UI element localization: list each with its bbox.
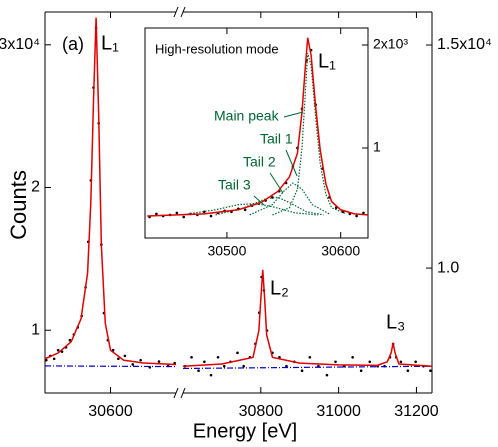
data-point — [236, 351, 239, 355]
data-point — [355, 214, 358, 218]
plot-area: 30600 1 2 3x10⁴ — [0, 11, 177, 420]
fit-line — [44, 17, 177, 366]
y-axis-label: Counts — [6, 170, 31, 240]
axis-break — [173, 6, 186, 399]
data-point — [68, 338, 72, 342]
data-point — [285, 364, 288, 368]
data-point — [52, 357, 56, 361]
data-point — [209, 373, 213, 377]
data-point — [399, 360, 403, 364]
pointer — [253, 195, 265, 206]
data-point — [351, 356, 354, 359]
pointers — [253, 111, 304, 206]
data-point — [155, 212, 158, 216]
break-mark — [173, 6, 179, 18]
data-point — [359, 369, 363, 372]
x-tick-label: 30500 — [207, 243, 246, 259]
data-point — [175, 211, 179, 215]
data-point — [209, 214, 213, 218]
pointer — [269, 172, 284, 194]
data-point — [216, 356, 220, 359]
peak-label: L₃ — [386, 311, 405, 333]
x-tick-label: 30800 — [239, 403, 284, 420]
data-point — [362, 211, 365, 215]
x-tick-label: 31200 — [394, 403, 439, 420]
annotation: Tail 3 — [218, 177, 251, 193]
component-line — [272, 53, 347, 216]
y-tick-label: 1.0 — [437, 259, 459, 276]
fit-line — [147, 37, 369, 217]
data-point — [243, 208, 247, 212]
component-line — [182, 365, 433, 370]
data-point — [222, 364, 226, 368]
panels: 30600 1 2 3x10⁴ 30800 31000 31200 1.0 1.5x10⁴ — [0, 11, 492, 420]
plot-area: 30800 31000 31200 1.0 1.5x10⁴ — [182, 11, 492, 420]
break-mark — [180, 6, 186, 18]
data-point — [203, 360, 206, 364]
pointer — [285, 149, 298, 177]
annotation: Tail 2 — [243, 154, 276, 170]
fit-line — [182, 269, 433, 367]
x-axis-label: Energy [eV] — [193, 420, 298, 442]
peak-label: L₁ — [101, 32, 119, 54]
component-line — [215, 196, 324, 216]
panel-label: (a) — [62, 34, 84, 54]
y-tick-label: 3x10⁴ — [0, 36, 40, 53]
data-point — [429, 369, 432, 372]
data-point — [190, 356, 193, 359]
data-point — [117, 357, 120, 361]
data-point — [182, 215, 185, 219]
component-line — [44, 365, 177, 368]
annotation: Tail 1 — [260, 131, 293, 147]
data-point — [308, 356, 312, 359]
data-point — [406, 369, 410, 372]
x-tick-label: 30600 — [88, 403, 133, 420]
y-tick-label: 1 — [31, 321, 40, 338]
data-point — [157, 360, 161, 363]
x-tick-label: 31000 — [316, 403, 361, 420]
y-tick-label: 2 — [31, 179, 40, 196]
peak-label: L₂ — [270, 277, 289, 299]
y-tick-label: 1 — [373, 139, 381, 155]
annotation: Main peak — [214, 108, 280, 124]
data-point — [325, 373, 329, 377]
data-point — [242, 364, 245, 368]
y-tick-label: 2x10³ — [373, 36, 408, 52]
inset-title: High-resolution mode — [155, 41, 279, 56]
pointer — [283, 111, 304, 118]
data-point — [300, 369, 304, 372]
main-plot: 30600 1 2 3x10⁴ 30800 31000 31200 1.0 1.5x10⁴ (a… — [0, 6, 492, 442]
data-point — [368, 360, 372, 364]
break-mark — [180, 387, 186, 399]
data-point — [45, 358, 48, 362]
data-point — [334, 360, 337, 364]
data-point — [123, 354, 127, 358]
y-tick-label: 1.5x10⁴ — [437, 36, 492, 53]
data-point — [197, 369, 200, 372]
data-point — [56, 348, 60, 352]
data-point — [414, 360, 417, 364]
break-mark — [173, 387, 179, 399]
data-point — [139, 358, 142, 362]
data-point — [131, 363, 135, 366]
peak-label: L₁ — [318, 50, 336, 72]
x-tick-label: 30600 — [321, 243, 360, 259]
inset-panel: 30500 30600 1 2x10³ — [147, 28, 408, 259]
component-line — [249, 182, 330, 216]
plot-area: 30500 30600 1 2x10³ — [147, 28, 408, 259]
